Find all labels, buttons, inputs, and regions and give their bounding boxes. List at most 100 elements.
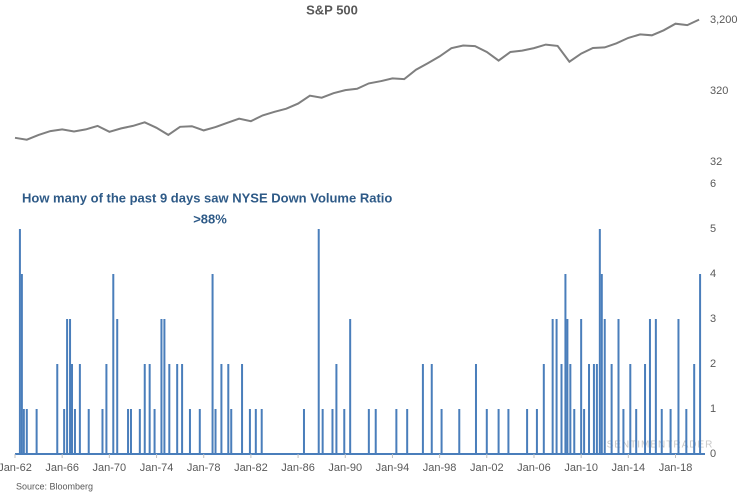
bar bbox=[138, 409, 141, 454]
bar bbox=[153, 409, 156, 454]
bar bbox=[592, 364, 595, 454]
bar bbox=[176, 364, 179, 454]
y-tick-label: 320 bbox=[710, 85, 728, 97]
bar bbox=[430, 364, 433, 454]
x-tick-label: Jan-82 bbox=[234, 462, 268, 474]
y-tick-label: 3,200 bbox=[710, 14, 738, 26]
bar bbox=[551, 319, 554, 454]
bar bbox=[168, 364, 171, 454]
bar bbox=[56, 364, 59, 454]
bar bbox=[331, 409, 334, 454]
bar bbox=[335, 364, 338, 454]
y-tick-label: 0 bbox=[710, 448, 716, 460]
bar bbox=[669, 409, 672, 454]
bar bbox=[600, 274, 603, 454]
bar bbox=[127, 409, 130, 454]
bar bbox=[349, 319, 352, 454]
bar bbox=[188, 409, 191, 454]
bar bbox=[598, 229, 601, 454]
bar bbox=[595, 364, 598, 454]
bar bbox=[699, 274, 702, 454]
bar bbox=[644, 364, 647, 454]
bar bbox=[260, 409, 263, 454]
bar bbox=[440, 409, 443, 454]
x-tick-label: Jan-98 bbox=[423, 462, 457, 474]
bar bbox=[87, 409, 90, 454]
x-tick-label: Jan-14 bbox=[612, 462, 646, 474]
bar bbox=[22, 409, 25, 454]
bar bbox=[685, 409, 688, 454]
panel-title: >88% bbox=[193, 211, 227, 226]
bar bbox=[367, 409, 370, 454]
bar bbox=[343, 409, 346, 454]
x-tick-label: Jan-06 bbox=[517, 462, 551, 474]
bar bbox=[18, 229, 21, 454]
y-tick-label: 5 bbox=[710, 223, 716, 235]
bar bbox=[25, 409, 28, 454]
bar bbox=[406, 409, 409, 454]
x-tick-label: Jan-18 bbox=[659, 462, 693, 474]
bar bbox=[73, 409, 76, 454]
bar bbox=[241, 364, 244, 454]
bar bbox=[654, 319, 657, 454]
bar bbox=[583, 409, 586, 454]
bar bbox=[254, 409, 257, 454]
bar bbox=[677, 319, 680, 454]
chart-title: S&P 500 bbox=[306, 2, 358, 17]
bar bbox=[497, 409, 500, 454]
y-tick-label: 1 bbox=[710, 403, 716, 415]
bar bbox=[214, 409, 217, 454]
bar bbox=[116, 319, 119, 454]
bar bbox=[542, 364, 545, 454]
bar bbox=[569, 364, 572, 454]
bar bbox=[421, 364, 424, 454]
bar bbox=[63, 409, 66, 454]
x-tick-label: Jan-66 bbox=[45, 462, 79, 474]
y-tick-label: 3 bbox=[710, 313, 716, 325]
bar bbox=[458, 409, 461, 454]
y-tick-label: 2 bbox=[710, 358, 716, 370]
bar bbox=[507, 409, 510, 454]
price-line bbox=[14, 18, 700, 141]
bar bbox=[474, 364, 477, 454]
x-tick-label: Jan-78 bbox=[187, 462, 221, 474]
x-tick-label: Jan-10 bbox=[564, 462, 598, 474]
bar bbox=[395, 409, 398, 454]
bar bbox=[485, 409, 488, 454]
y-tick-label: 6 bbox=[710, 178, 716, 190]
x-tick-label: Jan-90 bbox=[328, 462, 362, 474]
bar bbox=[566, 319, 569, 454]
bar bbox=[302, 409, 305, 454]
panel-title: How many of the past 9 days saw NYSE Dow… bbox=[22, 190, 392, 205]
watermark: SENTIMENTRADER bbox=[607, 440, 714, 451]
bar bbox=[693, 364, 696, 454]
bar bbox=[374, 409, 377, 454]
x-tick-label: Jan-74 bbox=[140, 462, 174, 474]
x-tick-label: Jan-70 bbox=[93, 462, 127, 474]
bar bbox=[321, 409, 324, 454]
bar bbox=[564, 274, 567, 454]
x-tick-label: Jan-86 bbox=[281, 462, 315, 474]
bar bbox=[20, 274, 23, 454]
bar bbox=[588, 364, 591, 454]
bar bbox=[648, 319, 651, 454]
bar bbox=[573, 409, 576, 454]
bar bbox=[105, 364, 108, 454]
x-tick-label: Jan-94 bbox=[376, 462, 410, 474]
bar bbox=[35, 409, 38, 454]
bar bbox=[69, 319, 72, 454]
bar bbox=[160, 319, 163, 454]
bar bbox=[129, 409, 132, 454]
bar bbox=[629, 364, 632, 454]
bar bbox=[227, 364, 230, 454]
bar bbox=[101, 409, 104, 454]
y-tick-label: 32 bbox=[710, 156, 722, 168]
bar bbox=[71, 364, 74, 454]
bar bbox=[163, 319, 166, 454]
y-tick-label: 4 bbox=[710, 268, 716, 280]
bar bbox=[535, 409, 538, 454]
bar bbox=[526, 409, 529, 454]
bar bbox=[181, 364, 184, 454]
bar bbox=[230, 409, 233, 454]
